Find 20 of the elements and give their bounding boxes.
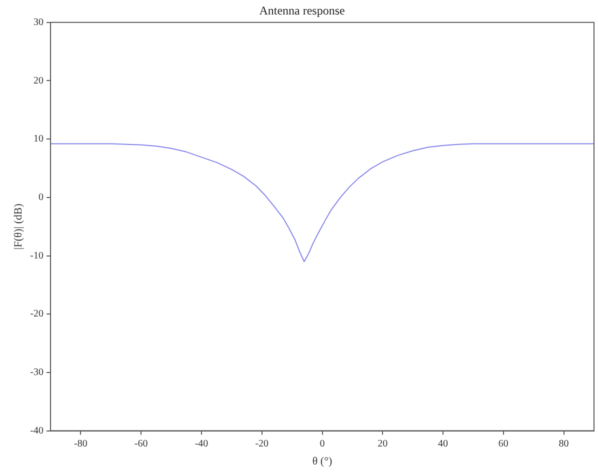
x-tick-label: -40: [194, 438, 208, 450]
y-tick-label: -10: [30, 250, 44, 262]
x-tick-label: 60: [498, 438, 508, 450]
y-tick-label: 30: [34, 17, 44, 28]
y-tick-label: -30: [30, 367, 44, 378]
x-tick-label: 80: [558, 438, 569, 450]
x-tick-label: 0: [320, 438, 325, 450]
y-tick-label: -40: [30, 425, 44, 436]
y-tick-label: -20: [30, 308, 44, 320]
x-tick-label: -80: [74, 438, 88, 450]
y-tick-label: 0: [38, 192, 44, 204]
x-tick-label: -20: [255, 438, 269, 450]
y-tick-label: 10: [34, 134, 44, 145]
y-axis-title: |F(θ)| (dB): [12, 203, 24, 250]
y-tick-label: 20: [34, 75, 44, 86]
x-tick-label: 40: [438, 438, 448, 450]
x-axis-title: θ (°): [312, 455, 332, 468]
chart-title: Antenna response: [259, 3, 345, 18]
x-tick-label: 20: [378, 438, 388, 450]
x-tick-label: -60: [134, 438, 148, 450]
